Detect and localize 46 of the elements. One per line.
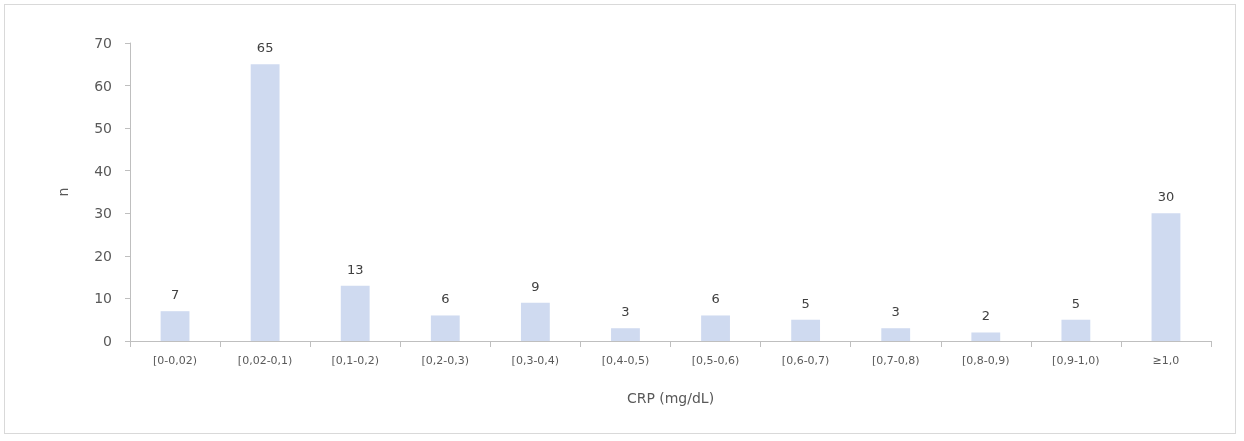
data-label: 5 [801,295,810,311]
x-tick-label: [0,6-0,7) [781,354,830,367]
x-tick-label: [0,7-0,8) [871,354,920,367]
data-label: 2 [981,308,990,324]
data-label: 3 [621,304,630,320]
x-tick-label: [0,02-0,1) [237,354,293,367]
x-tick-label: [0,4-0,5) [601,354,650,367]
data-label: 9 [531,278,540,294]
data-label: 3 [891,304,900,320]
y-tick-label: 30 [94,205,112,222]
bar [791,319,821,341]
bar [701,315,730,341]
bar [250,64,280,341]
x-tick-label: [0,3-0,4) [511,354,560,367]
data-label: 7 [170,287,180,303]
bar [971,332,1001,341]
x-tick-label: [0,2-0,3) [421,354,470,367]
data-label: 6 [711,291,720,307]
data-label: 30 [1157,189,1175,205]
y-tick-label: 10 [94,290,112,307]
data-label: 5 [1071,295,1081,311]
x-tick-label: [0,9-1,0) [1052,354,1100,367]
x-tick-label: [0,8-0,9) [962,354,1010,367]
bar [160,311,190,341]
x-tick-label: ≥1,0 [1152,354,1180,367]
y-tick-label: 40 [94,162,112,179]
x-tick-label: [0,1-0,2) [331,354,379,367]
bar [520,302,550,341]
bar [430,315,460,341]
y-tick-label: 60 [94,77,112,94]
y-tick-label: 20 [94,247,112,264]
y-axis-title: n [55,187,71,197]
x-axis-title: CRP (mg/dL) [626,390,715,406]
bar [611,328,640,341]
bar [340,285,370,341]
data-label: 13 [346,261,364,277]
bar [1151,213,1181,341]
data-label: 6 [441,291,450,307]
data-label: 65 [256,40,274,56]
bar [1061,319,1091,341]
y-tick-label: 0 [103,333,112,349]
y-tick-label: 70 [94,35,112,51]
y-tick-label: 50 [94,120,112,137]
x-tick-label: [0,5-0,6) [691,354,740,367]
bar [881,328,911,341]
x-tick-label: [0-0,02) [153,354,198,367]
